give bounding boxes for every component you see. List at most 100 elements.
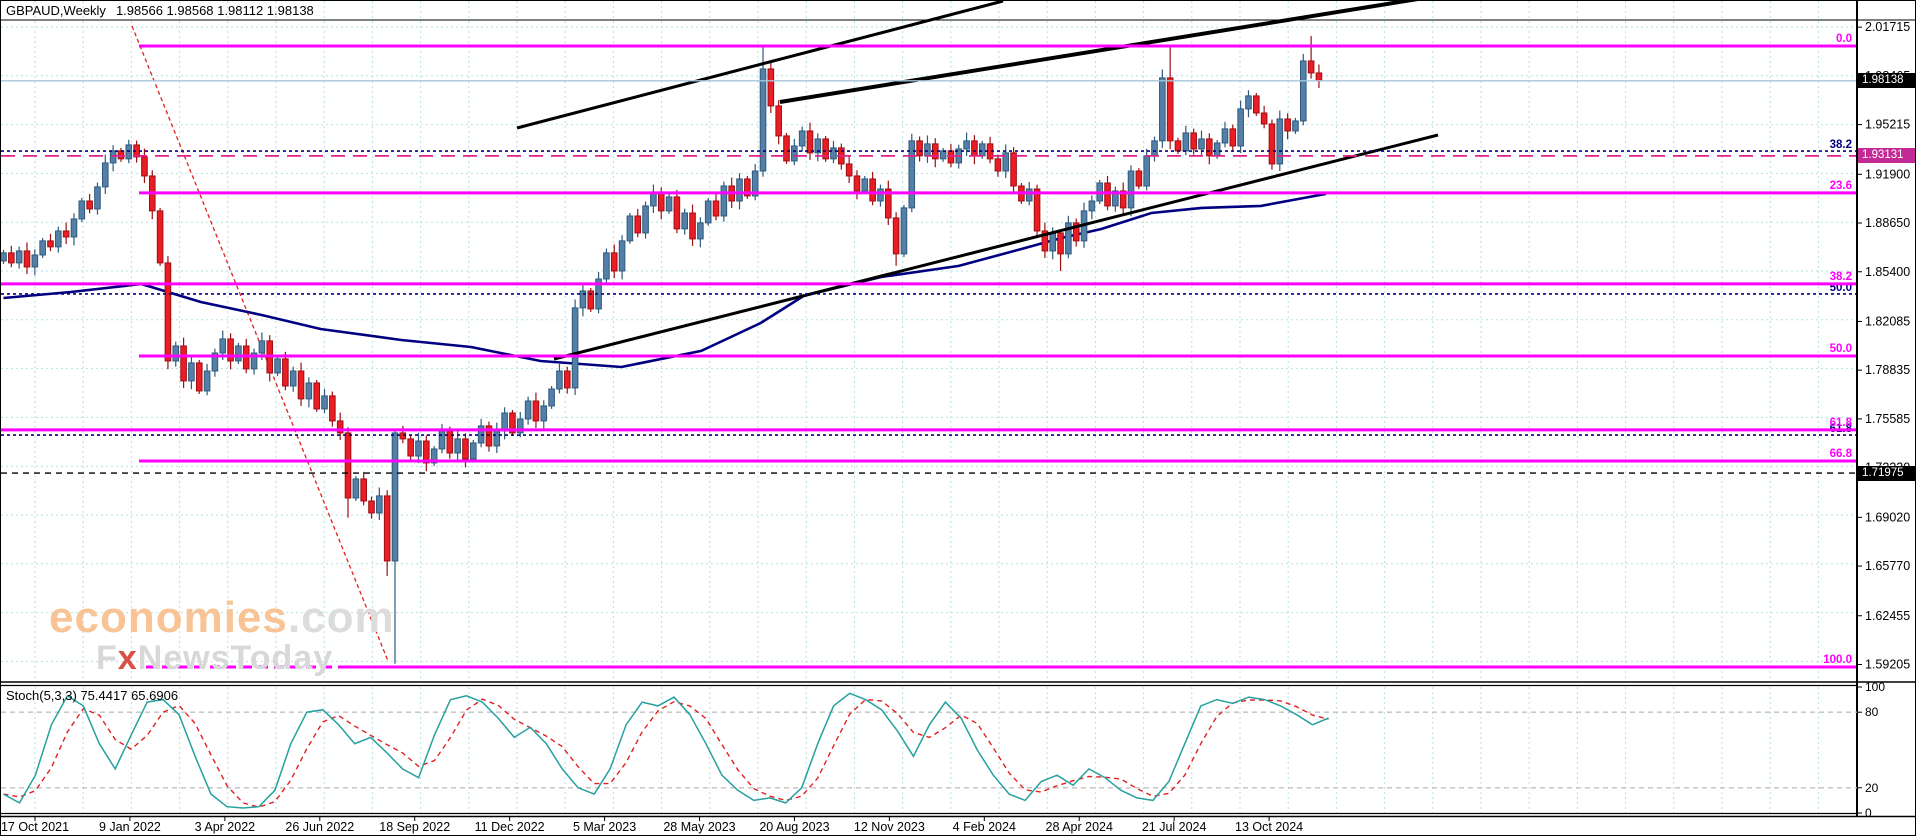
candle-body <box>571 307 579 389</box>
candle-body <box>634 215 642 234</box>
candle-body <box>759 68 767 172</box>
candle-body <box>227 338 234 362</box>
date-axis-label: 12 Nov 2023 <box>854 820 925 834</box>
candle-body <box>861 178 869 192</box>
lower-support <box>553 133 1439 361</box>
navy-fib-label: 38.2 <box>1830 139 1852 151</box>
candle-body <box>235 345 242 362</box>
candle-body <box>329 395 336 422</box>
candle-body <box>1299 60 1307 122</box>
candle-body <box>908 140 916 209</box>
candle-body <box>360 478 367 502</box>
price-axis-label: 2.01715 <box>1865 20 1910 34</box>
candle-body <box>78 200 86 220</box>
candle-body <box>540 405 548 422</box>
candle-body <box>109 150 117 164</box>
candle-body <box>39 240 46 256</box>
price-axis-label: 1.59205 <box>1865 657 1910 671</box>
candle-body <box>336 420 344 434</box>
candle-body <box>971 140 978 157</box>
upper-channel-2 <box>779 1 1419 104</box>
candle-body <box>383 495 391 562</box>
date-axis-label: 18 Sep 2022 <box>379 820 450 834</box>
stochastic-label: Stoch(5,3,3) 75.4417 65.6906 <box>6 688 179 703</box>
date-axis-label: 9 Jan 2022 <box>99 820 161 834</box>
candle-body <box>1284 118 1291 132</box>
candle-body <box>681 212 689 230</box>
candle-body <box>470 442 477 460</box>
date-axis-label: 26 Jun 2022 <box>285 820 354 834</box>
candle-body <box>430 448 438 464</box>
candle-body <box>376 495 383 514</box>
candle-body <box>391 432 399 562</box>
candle-body <box>454 438 461 454</box>
candle-body <box>1151 140 1158 157</box>
candle-body <box>1206 138 1213 157</box>
date-axis-label: 5 Mar 2023 <box>573 820 636 834</box>
candle-body <box>1315 72 1323 82</box>
candle-body <box>1112 190 1119 207</box>
candle-body <box>516 418 524 434</box>
candle-body <box>626 215 634 242</box>
candle-body <box>141 156 148 177</box>
candle-body <box>978 143 986 157</box>
ohlc-values: 1.98566 1.98568 1.98112 1.98138 <box>115 3 314 18</box>
candle-body <box>352 478 360 499</box>
candle-body <box>125 144 133 160</box>
candle-body <box>1198 138 1205 150</box>
candle-body <box>23 250 31 268</box>
candle-body <box>822 138 829 160</box>
candle-body <box>1065 222 1072 255</box>
candle-body <box>744 178 751 197</box>
candle-body <box>70 218 78 238</box>
candle-body <box>642 205 649 234</box>
candle-body <box>47 240 54 248</box>
candle-body <box>250 352 258 370</box>
moving-average-line <box>3 192 1327 369</box>
candle-body <box>211 352 219 372</box>
candle-body <box>164 262 172 362</box>
candle-body <box>485 425 493 447</box>
candle-body <box>697 222 704 240</box>
stoch-axis-label: 0 <box>1865 806 1872 820</box>
candle-body <box>407 438 414 457</box>
candle-body <box>563 370 571 389</box>
candle-body <box>438 430 446 450</box>
candle-body <box>399 432 407 440</box>
candle-body <box>798 130 806 147</box>
candle-body <box>994 158 1002 172</box>
candle-body <box>1221 128 1229 144</box>
date-axis-label: 20 Aug 2023 <box>759 820 829 834</box>
candle-body <box>924 143 931 157</box>
candle-body <box>94 186 101 210</box>
candle-body <box>86 200 93 210</box>
candle-body <box>884 188 892 219</box>
candle-body <box>1307 60 1315 74</box>
candle-body <box>1041 230 1049 252</box>
candle-body <box>1057 232 1064 255</box>
candle-body <box>1213 142 1221 157</box>
candle-body <box>1025 188 1033 202</box>
candle-body <box>289 370 297 387</box>
stoch-axis-label: 100 <box>1865 680 1885 694</box>
candle-body <box>1127 170 1135 209</box>
candle-body <box>1166 77 1174 142</box>
candle-body <box>916 140 923 157</box>
candle-body <box>650 192 657 207</box>
candle-body <box>1049 232 1057 252</box>
stoch-k-line <box>3 692 1329 809</box>
candle-body <box>1088 200 1096 212</box>
candle-body <box>1182 132 1190 152</box>
candle-body <box>1260 112 1268 125</box>
candle-body <box>1 252 7 262</box>
candle-body <box>610 252 618 272</box>
candle-body <box>195 362 203 392</box>
candle-body <box>1268 123 1276 165</box>
magenta-fib-label: 23.6 <box>1830 180 1852 192</box>
candle-body <box>579 290 587 309</box>
candle-body <box>219 338 227 354</box>
candle-body <box>1119 190 1127 209</box>
candle-body <box>15 250 23 264</box>
